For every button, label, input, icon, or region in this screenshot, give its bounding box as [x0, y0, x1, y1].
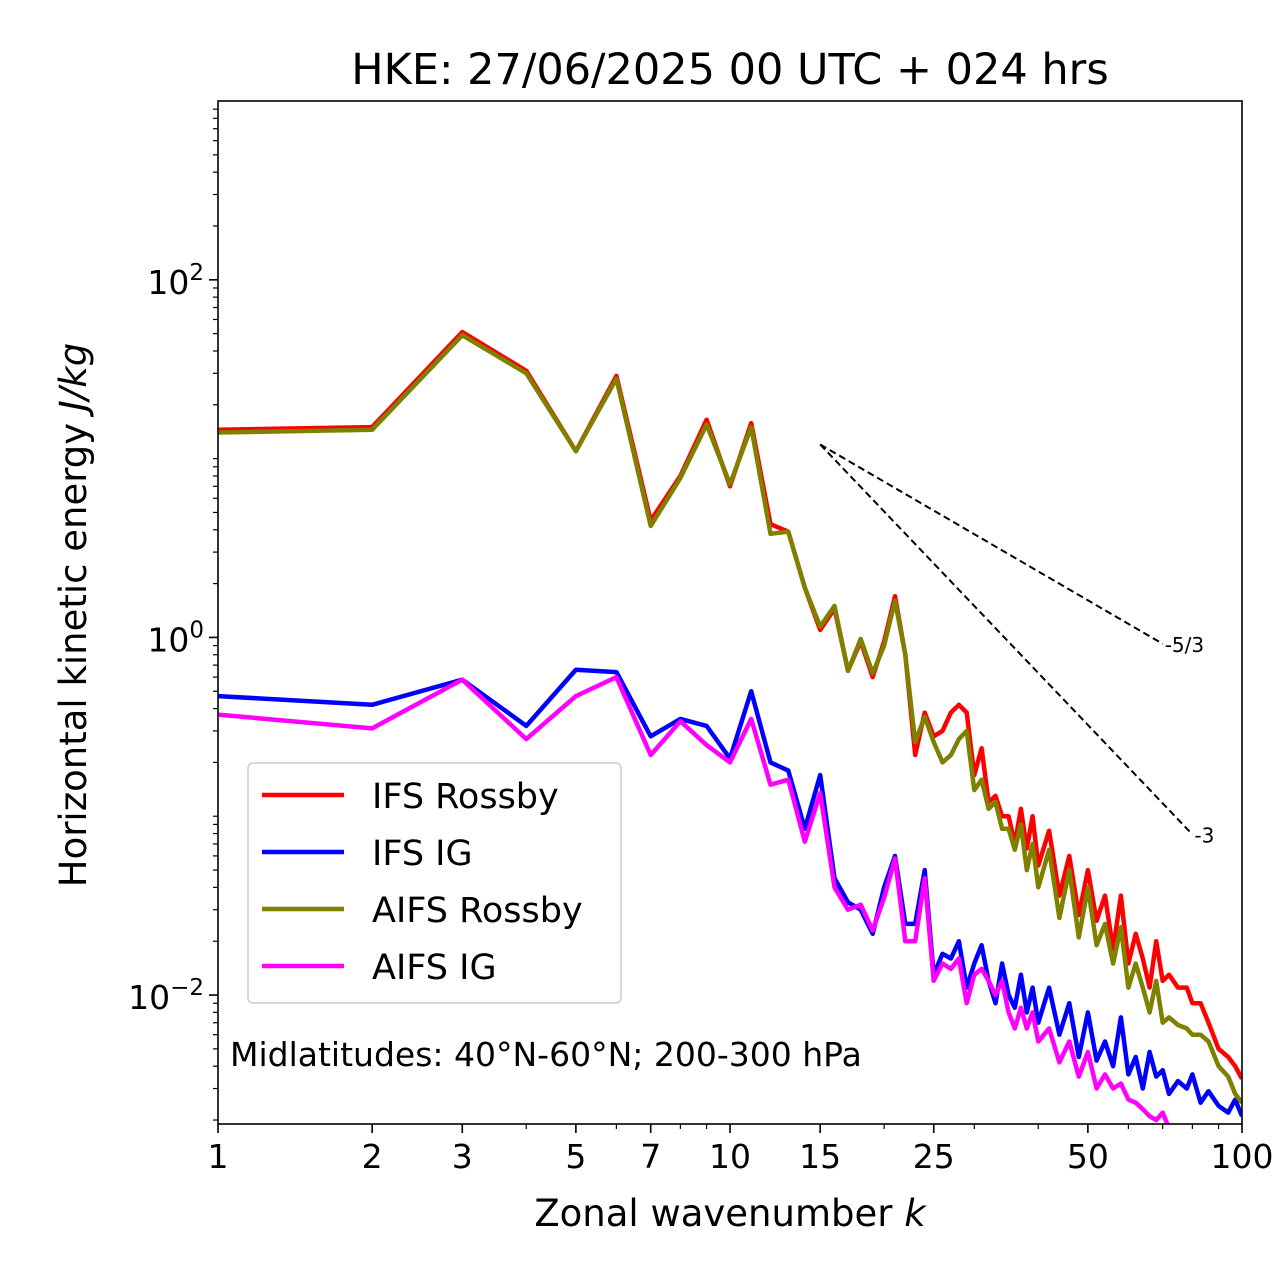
x-tick-label: 7	[640, 1137, 661, 1176]
series-line-aifs-ig	[218, 674, 1170, 1124]
series-layer	[218, 329, 1242, 1124]
y-axis-label: Horizontal kinetic energy J/kg	[52, 343, 95, 887]
x-tick-label: 3	[452, 1137, 473, 1176]
x-tick-label: 100	[1211, 1137, 1274, 1176]
series-line-aifs-rossby	[218, 332, 1242, 1105]
y-axis-ticks: 10−2 100 102	[128, 108, 218, 1121]
region-annotation: Midlatitudes: 40°N-60°N; 200-300 hPa	[230, 1035, 862, 1074]
x-tick-label: 25	[913, 1137, 955, 1176]
legend-label-aifs-ig: AIFS IG	[372, 948, 497, 988]
legend-label-ifs-ig: IFS IG	[372, 834, 473, 874]
legend: IFS Rossby IFS IG AIFS Rossby AIFS IG	[247, 762, 622, 1004]
y-tick-label: 102	[147, 260, 204, 302]
reference-slope-label: -5/3	[1165, 633, 1204, 657]
legend-box	[247, 762, 622, 1004]
x-tick-label: 10	[709, 1137, 751, 1176]
legend-label-ifs-rossby: IFS Rossby	[372, 777, 559, 817]
y-tick-label: 10−2	[128, 975, 204, 1017]
y-tick-label: 100	[147, 617, 204, 659]
series-line-ifs-ig	[218, 667, 1242, 1118]
x-tick-label: 2	[362, 1137, 383, 1176]
reference-slope-line	[819, 443, 1194, 836]
x-axis-ticks: 1 2 3 5 7 10 15 25 50 100	[208, 1124, 1274, 1176]
chart-title: HKE: 27/06/2025 00 UTC + 024 hrs	[351, 45, 1108, 95]
x-tick-label: 5	[565, 1137, 586, 1176]
legend-label-aifs-rossby: AIFS Rossby	[372, 891, 583, 931]
x-tick-label: 50	[1067, 1137, 1109, 1176]
reference-slopes: -5/3 -3	[819, 443, 1214, 847]
reference-slope-label: -3	[1194, 823, 1214, 847]
x-axis-label: Zonal wavenumber k	[534, 1192, 927, 1235]
x-tick-label: 1	[208, 1137, 229, 1176]
x-tick-label: 15	[799, 1137, 841, 1176]
reference-slope-line	[819, 443, 1164, 645]
